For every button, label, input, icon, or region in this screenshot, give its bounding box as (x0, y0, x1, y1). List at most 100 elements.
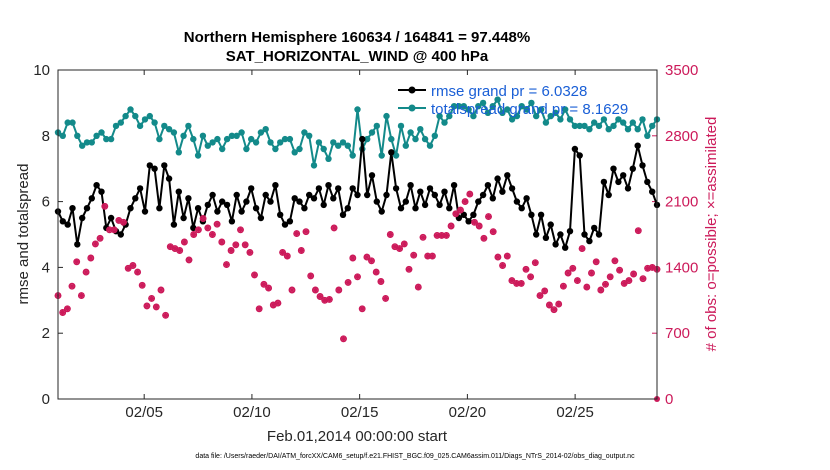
rmse-point (421, 201, 429, 209)
obs-assimilated-marker (96, 235, 104, 242)
obs-assimilated-marker (87, 254, 94, 262)
totalspread-point (518, 103, 525, 110)
obs-assimilated-marker (616, 267, 623, 274)
obs-assimilated-marker (82, 268, 90, 276)
obs-assimilated-marker (363, 253, 371, 261)
totalspread-point (368, 129, 376, 136)
obs-assimilated-marker (466, 190, 474, 198)
totalspread-point (228, 132, 236, 139)
totalspread-point (508, 116, 516, 123)
rmse-point (161, 162, 168, 169)
totalspread-point (286, 135, 294, 143)
obs-assimilated-marker (101, 203, 108, 210)
totalspread-point (533, 112, 540, 120)
rmse-point (373, 198, 380, 205)
obs-assimilated-marker (349, 254, 357, 262)
rmse-point (141, 208, 149, 215)
rmse-point (388, 149, 395, 156)
rmse-point (542, 234, 550, 241)
totalspread-point (421, 135, 429, 143)
obs-assimilated-marker (382, 295, 389, 302)
rmse-point (296, 198, 303, 205)
y-tick-label-left: 6 (42, 194, 50, 211)
rmse-point (552, 241, 559, 248)
totalspread-point (277, 139, 284, 146)
obs-assimilated-marker (410, 251, 417, 259)
rmse-point (547, 221, 554, 228)
obs-assimilated-marker (284, 252, 291, 260)
obs-assimilated-marker (555, 300, 562, 308)
totalspread-point (214, 135, 221, 143)
obs-assimilated-marker (181, 238, 188, 246)
obs-assimilated-marker (237, 226, 244, 233)
obs-assimilated-marker (293, 230, 300, 237)
totalspread-point (243, 145, 250, 153)
totalspread-point (489, 103, 496, 110)
rmse-point (610, 165, 617, 172)
rmse-point (325, 182, 332, 189)
obs-assimilated-marker (639, 275, 647, 282)
totalspread-point (407, 129, 414, 136)
obs-assimilated-marker (396, 245, 403, 252)
totalspread-point (364, 135, 371, 143)
right-axis-ticks: 0 700 1400 2100 2800 3500 (652, 62, 698, 408)
totalspread-point (431, 132, 438, 139)
rmse-point (518, 205, 525, 212)
x-tick-label: 02/05 (125, 404, 163, 421)
y-tick-label-right: 1400 (665, 259, 698, 276)
totalspread-point (190, 135, 197, 143)
obs-assimilated-marker (157, 286, 165, 294)
totalspread-point (552, 109, 559, 117)
legend: rmse grand pr = 6.0328 totalspread grand… (398, 83, 628, 118)
obs-assimilated-marker (597, 286, 605, 294)
rmse-point (446, 205, 453, 212)
obs-assimilated-marker (443, 232, 450, 239)
rmse-point (83, 205, 91, 212)
rmse-point (426, 185, 434, 192)
rmse-point (291, 195, 298, 202)
totalspread-point (513, 112, 521, 120)
obs-assimilated-marker (176, 247, 183, 254)
totalspread-point (383, 112, 390, 120)
obs-assimilated-marker (185, 256, 193, 264)
rmse-point (484, 182, 492, 189)
y-tick-label-right: 700 (665, 325, 690, 342)
obs-assimilated-marker (298, 247, 305, 254)
obs-assimilated-marker (625, 277, 633, 284)
totalspread-point (595, 122, 603, 130)
obs-assimilated-marker (499, 262, 506, 269)
rmse-point (262, 191, 269, 199)
rmse-point (359, 135, 366, 143)
totalspread-point (141, 116, 149, 123)
totalspread-point (306, 132, 313, 139)
rmse-point (620, 172, 627, 179)
rmse-point (107, 214, 115, 222)
x-tick-label: 02/25 (556, 404, 594, 421)
obs-assimilated-marker (541, 287, 548, 295)
totalspread-point (194, 152, 202, 159)
totalspread-point (624, 126, 632, 133)
totalspread-point (281, 135, 289, 143)
obs-assimilated-marker (78, 292, 85, 299)
rmse-point (499, 188, 506, 195)
y-tick-label-right: 2100 (665, 194, 698, 211)
rmse-point (330, 195, 337, 202)
rmse-point (566, 228, 574, 235)
totalspread-point (388, 135, 395, 143)
x-axis-ticks: 02/05 02/10 02/15 02/20 02/25 (125, 70, 594, 421)
rmse-point (605, 191, 612, 199)
obs-assimilated-marker (419, 234, 427, 241)
rmse-point (223, 201, 231, 209)
obs-assimilated-marker (302, 228, 310, 235)
totalspread-point (315, 139, 323, 146)
totalspread-point (296, 145, 303, 153)
left-axis-ticks: 0 2 4 6 8 10 (33, 62, 63, 408)
rmse-point (156, 205, 163, 212)
totalspread-point (291, 149, 298, 156)
obs-assimilated-marker (415, 283, 422, 291)
rmse-point (98, 188, 105, 195)
obs-assimilated-marker (326, 296, 333, 303)
obs-assimilated-marker (546, 301, 553, 309)
obs-assimilated-marker (148, 295, 155, 302)
totalspread-point (523, 106, 530, 113)
